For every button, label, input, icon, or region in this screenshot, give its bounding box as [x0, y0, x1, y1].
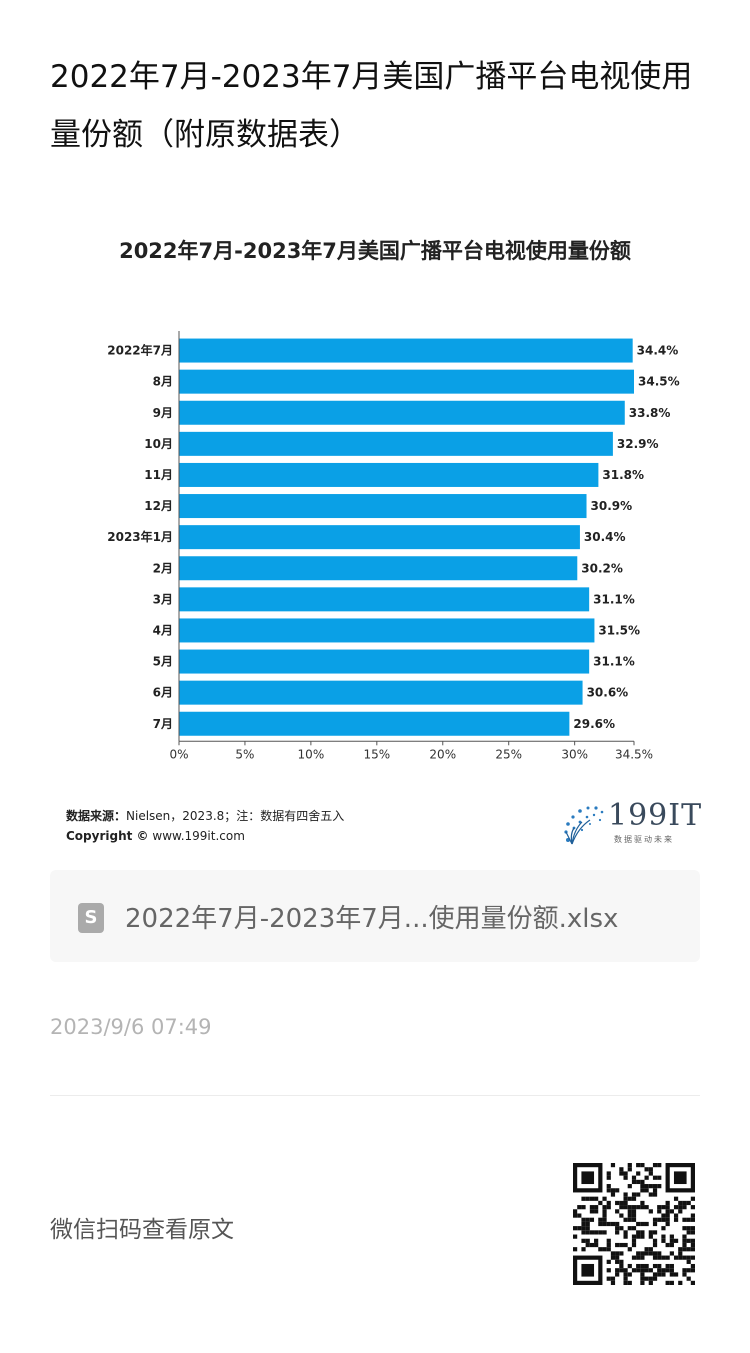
document-s-icon: S [78, 903, 104, 933]
x-tick-label: 34.5% [615, 747, 653, 761]
data-label: 32.9% [617, 437, 659, 451]
category-label: 8月 [153, 375, 173, 389]
bar [179, 338, 633, 363]
bar [179, 680, 583, 705]
attachment-file-card[interactable]: S 2022年7月-2023年7月...使用量份额.xlsx [50, 870, 700, 962]
divider [50, 1095, 700, 1096]
data-label: 31.1% [593, 592, 635, 606]
publish-timestamp: 2023/9/6 07:49 [50, 1015, 212, 1039]
category-label: 9月 [153, 406, 173, 420]
x-tick-label: 5% [235, 747, 254, 761]
category-label: 6月 [153, 686, 173, 700]
category-label: 10月 [144, 437, 173, 451]
category-label: 5月 [153, 655, 173, 669]
brand-name: 199IT [608, 798, 703, 833]
data-label: 31.8% [602, 468, 644, 482]
data-label: 31.1% [593, 655, 635, 669]
category-label: 11月 [144, 468, 173, 482]
x-tick-label: 10% [298, 747, 325, 761]
qr-code-icon [573, 1163, 695, 1285]
article-title: 2022年7月-2023年7月美国广播平台电视使用量份额（附原数据表） [50, 59, 693, 153]
copyright-url: www.199it.com [152, 829, 245, 843]
source-label: 数据来源： [66, 809, 127, 823]
bar [179, 462, 599, 487]
data-label: 30.6% [587, 686, 629, 700]
category-label: 4月 [153, 623, 173, 637]
x-tick-label: 30% [561, 747, 588, 761]
data-label: 31.5% [598, 623, 640, 637]
category-label: 12月 [144, 499, 173, 513]
bar [179, 711, 570, 736]
data-label: 34.4% [637, 344, 679, 358]
copyright-label: Copyright © [66, 829, 149, 843]
chart-plot: 2022年7月 34.4% 8月 34.5% 9月 33.8% 10月 32.9% 11月 31.… [107, 331, 680, 761]
bar [179, 494, 587, 519]
x-tick-label: 15% [363, 747, 390, 761]
data-label: 30.4% [584, 530, 626, 544]
x-tick-label: 25% [495, 747, 522, 761]
x-tick-label: 20% [429, 747, 456, 761]
chart-title: 2022年7月-2023年7月美国广播平台电视使用量份额 [119, 239, 631, 263]
x-tick-label: 0% [169, 747, 188, 761]
bar [179, 400, 625, 425]
category-label: 2023年1月 [107, 529, 173, 544]
data-label: 30.9% [591, 499, 633, 513]
category-label: 3月 [153, 592, 173, 606]
bar [179, 369, 634, 394]
bar [179, 618, 595, 643]
bar-chart: 2022年7月-2023年7月美国广播平台电视使用量份额 2022年7月 34.4… [0, 225, 750, 865]
brand-dandelion-icon [564, 806, 604, 845]
brand-logo: 199IT 数据驱动未来 [560, 798, 703, 848]
bar [179, 556, 578, 581]
data-label: 34.5% [638, 375, 680, 389]
source-text: Nielsen，2023.8；注：数据有四舍五入 [126, 809, 345, 823]
data-label: 30.2% [581, 561, 623, 575]
chart-source: 数据来源：Nielsen，2023.8；注：数据有四舍五入 Copyright … [66, 806, 344, 846]
brand-tagline: 数据驱动未来 [614, 835, 674, 844]
data-label: 29.6% [573, 717, 615, 731]
wechat-scan-prompt: 微信扫码查看原文 [50, 1217, 234, 1243]
bar [179, 431, 613, 456]
category-label: 7月 [153, 717, 173, 731]
bar [179, 525, 580, 550]
data-label: 33.8% [629, 406, 671, 420]
category-label: 2月 [153, 561, 173, 575]
attachment-filename[interactable]: 2022年7月-2023年7月...使用量份额.xlsx [125, 904, 619, 934]
bar [179, 649, 590, 674]
category-label: 2022年7月 [107, 343, 173, 358]
bar [179, 587, 590, 612]
